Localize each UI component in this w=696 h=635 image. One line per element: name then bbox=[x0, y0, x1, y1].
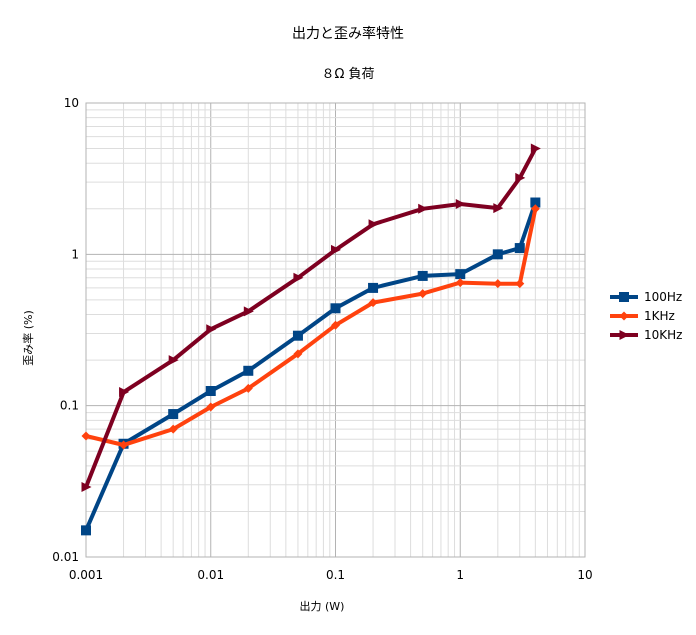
data-point bbox=[206, 324, 217, 335]
y-tick-label: 1 bbox=[71, 247, 79, 261]
y-tick-label: 0.01 bbox=[52, 550, 79, 564]
legend-marker bbox=[619, 292, 629, 302]
data-point bbox=[205, 386, 216, 397]
data-point bbox=[292, 330, 303, 341]
data-point bbox=[243, 365, 254, 376]
data-point bbox=[530, 143, 541, 154]
legend-label: 100Hz bbox=[644, 290, 682, 304]
y-tick-label: 0.1 bbox=[60, 399, 79, 413]
data-point bbox=[81, 525, 91, 536]
plot-area bbox=[85, 102, 586, 558]
legend-marker bbox=[619, 311, 629, 321]
data-point bbox=[331, 320, 340, 330]
data-point bbox=[293, 272, 304, 283]
data-point bbox=[368, 298, 378, 308]
series-100Hz bbox=[81, 197, 541, 536]
data-point bbox=[168, 424, 178, 434]
x-tick-label: 0.01 bbox=[197, 568, 224, 582]
legend-label: 10KHz bbox=[644, 328, 682, 342]
data-point bbox=[243, 383, 253, 393]
data-point bbox=[81, 431, 91, 441]
series-10KHz bbox=[81, 143, 541, 493]
data-point bbox=[168, 355, 179, 366]
data-point bbox=[330, 303, 341, 314]
data-point bbox=[455, 278, 465, 288]
data-point bbox=[530, 197, 541, 208]
legend-label: 1KHz bbox=[644, 309, 675, 323]
series-layer bbox=[81, 143, 541, 536]
legend-item: 1KHz bbox=[610, 309, 675, 323]
data-point bbox=[81, 482, 92, 493]
data-point bbox=[417, 270, 428, 281]
data-point bbox=[331, 244, 341, 255]
data-point bbox=[119, 440, 129, 450]
legend: 100Hz 1KHz 10KHz bbox=[610, 290, 682, 342]
data-point bbox=[206, 402, 216, 412]
x-axis-label: 出力 (W) bbox=[300, 599, 345, 613]
x-tick-label: 0.1 bbox=[326, 568, 345, 582]
data-point bbox=[492, 249, 503, 260]
data-point bbox=[515, 172, 526, 183]
y-tick-label: 10 bbox=[64, 96, 79, 110]
data-point bbox=[418, 289, 428, 299]
data-point bbox=[368, 219, 379, 230]
data-point bbox=[493, 279, 503, 289]
data-point bbox=[368, 282, 379, 293]
series-1KHz bbox=[81, 204, 540, 450]
data-point bbox=[515, 279, 525, 289]
chart-title: 出力と歪み率特性 bbox=[292, 25, 404, 42]
legend-item: 10KHz bbox=[610, 328, 682, 342]
data-point bbox=[119, 387, 130, 398]
data-point bbox=[455, 199, 466, 210]
data-point bbox=[243, 306, 254, 317]
legend-marker bbox=[619, 330, 630, 340]
chart-subtitle: ８Ω 負荷 bbox=[321, 67, 374, 82]
y-axis-label: 歪み率 (%) bbox=[21, 310, 35, 366]
data-point bbox=[493, 203, 504, 214]
data-point bbox=[293, 349, 303, 359]
x-tick-label: 1 bbox=[456, 568, 464, 582]
data-point bbox=[418, 203, 429, 214]
data-point bbox=[514, 243, 525, 254]
tick-labels: 0.001 0.01 0.1 1 10 0.01 0.1 1 10 bbox=[52, 96, 592, 582]
x-tick-label: 10 bbox=[577, 568, 592, 582]
legend-item: 100Hz bbox=[610, 290, 682, 304]
data-point bbox=[168, 409, 179, 420]
data-point bbox=[455, 269, 466, 280]
data-point bbox=[530, 204, 540, 214]
x-tick-label: 0.001 bbox=[69, 568, 103, 582]
